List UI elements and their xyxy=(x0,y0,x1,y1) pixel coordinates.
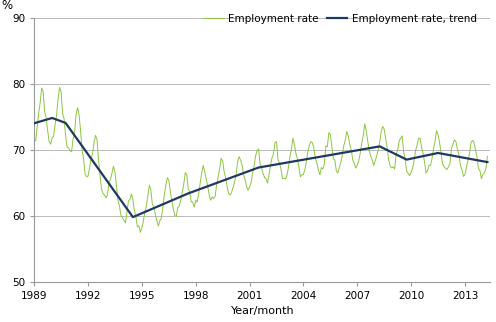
Employment rate xyxy=(57,85,62,89)
Employment rate, trend xyxy=(31,121,37,125)
Employment rate, trend xyxy=(137,212,143,216)
Employment rate xyxy=(137,230,143,234)
Employment rate, trend xyxy=(194,188,200,192)
X-axis label: Year/month: Year/month xyxy=(231,307,294,317)
Legend: Employment rate, Employment rate, trend: Employment rate, Employment rate, trend xyxy=(198,10,481,28)
Employment rate, trend xyxy=(49,116,55,120)
Employment rate xyxy=(420,152,426,156)
Employment rate, trend xyxy=(485,160,491,164)
Line: Employment rate, trend: Employment rate, trend xyxy=(34,118,488,217)
Employment rate, trend xyxy=(420,154,426,158)
Employment rate xyxy=(194,200,200,204)
Employment rate, trend xyxy=(362,147,368,151)
Employment rate, trend xyxy=(130,215,136,219)
Employment rate, trend xyxy=(381,147,387,150)
Employment rate xyxy=(31,139,37,143)
Employment rate xyxy=(381,127,387,131)
Line: Employment rate: Employment rate xyxy=(34,87,488,232)
Employment rate, trend xyxy=(76,140,82,144)
Employment rate xyxy=(136,224,142,228)
Employment rate xyxy=(485,155,491,158)
Y-axis label: %: % xyxy=(1,0,12,12)
Employment rate xyxy=(76,113,82,117)
Employment rate xyxy=(362,122,368,126)
